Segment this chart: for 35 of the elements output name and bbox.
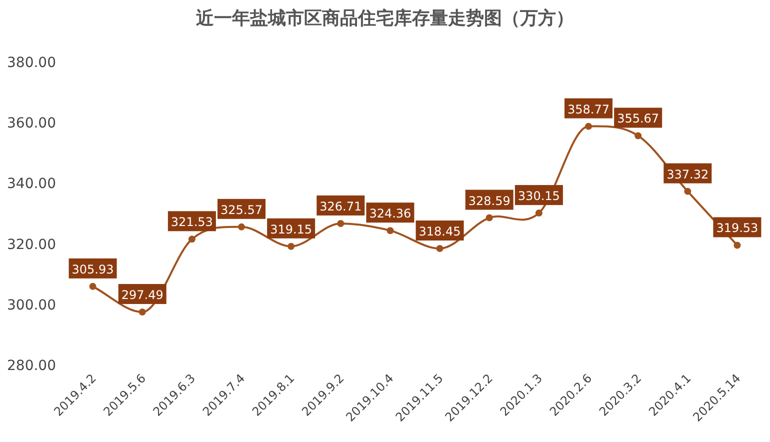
data-label: 325.57	[220, 202, 262, 217]
point	[386, 227, 394, 234]
chart-title: 近一年盐城市区商品住宅库存量走势图（万方）	[195, 8, 574, 29]
data-label: 355.67	[617, 112, 660, 126]
y-tick-label: 360.00	[7, 116, 56, 132]
y-tick-label: 320.00	[7, 236, 56, 253]
point	[585, 122, 592, 130]
point	[436, 244, 444, 252]
point	[138, 308, 146, 316]
data-label: 337.32	[666, 167, 709, 182]
point	[188, 236, 196, 243]
point	[684, 188, 692, 195]
point	[288, 242, 295, 250]
point	[337, 220, 344, 227]
y-tick-label: 380.00	[7, 55, 56, 71]
data-label: 328.59	[468, 194, 510, 208]
data-label: 318.45	[418, 224, 461, 238]
data-label: 297.49	[121, 288, 164, 302]
point	[535, 210, 542, 217]
y-tick-label: 280.00	[7, 358, 56, 374]
y-tick-label: 340.00	[7, 176, 56, 192]
point	[634, 132, 642, 140]
data-label: 324.36	[369, 206, 412, 221]
data-label: 321.53	[170, 215, 213, 230]
data-label: 358.77	[568, 102, 610, 116]
point	[238, 223, 245, 230]
y-tick-label: 300.00	[7, 297, 56, 314]
data-label: 326.71	[320, 199, 362, 214]
data-label: 319.15	[270, 222, 312, 236]
point	[486, 214, 493, 222]
point	[734, 242, 741, 249]
point	[89, 282, 96, 290]
data-label: 330.15	[518, 189, 560, 204]
data-label: 305.93	[72, 262, 114, 276]
data-label: 319.53	[716, 221, 758, 236]
